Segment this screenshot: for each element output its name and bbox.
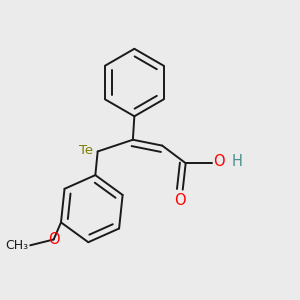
Text: H: H bbox=[232, 154, 243, 169]
Text: O: O bbox=[174, 193, 186, 208]
Text: CH₃: CH₃ bbox=[6, 239, 29, 252]
Text: O: O bbox=[214, 154, 225, 169]
Text: Te: Te bbox=[79, 143, 93, 157]
Text: O: O bbox=[48, 232, 59, 247]
